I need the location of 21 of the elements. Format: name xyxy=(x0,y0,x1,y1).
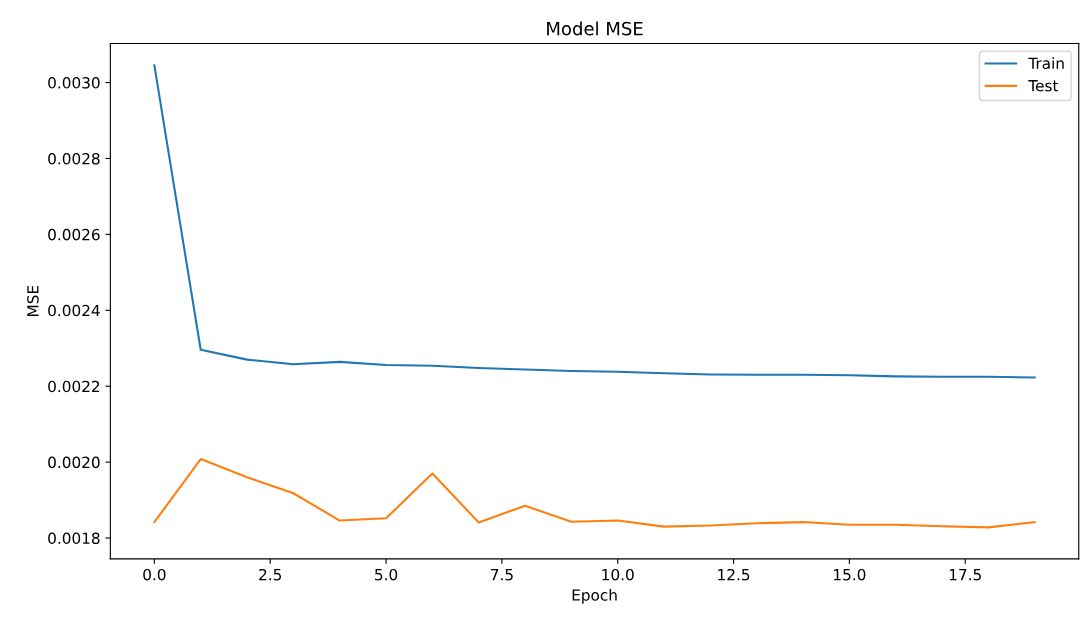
y-tick-label: 0.0020 xyxy=(48,456,100,469)
legend-label: Train xyxy=(1028,57,1064,70)
y-tick-label: 0.0028 xyxy=(48,152,100,165)
legend-label: Test xyxy=(1028,80,1059,92)
line-series xyxy=(153,458,1036,529)
x-tick-label: 15.0 xyxy=(834,568,866,581)
x-tick-label: 17.5 xyxy=(949,569,981,581)
x-tick-label: 2.5 xyxy=(259,568,282,581)
chart-title: Model MSE xyxy=(547,21,643,36)
y-tick-label: 0.0022 xyxy=(48,380,100,393)
y-axis-title: MSE xyxy=(27,285,39,316)
x-tick-label: 7.5 xyxy=(491,569,513,581)
y-tick-label: 0.0026 xyxy=(48,228,100,241)
x-tick-label: 10.0 xyxy=(602,568,634,581)
x-tick-label: 0.0 xyxy=(143,568,166,581)
x-tick-label: 12.5 xyxy=(718,568,750,581)
y-tick-label: 0.0018 xyxy=(48,532,100,545)
y-tick-label: 0.0024 xyxy=(48,304,100,317)
x-tick-label: 5.0 xyxy=(375,568,398,581)
x-axis-title: Epoch xyxy=(572,588,617,604)
y-tick-label: 0.0030 xyxy=(48,77,100,89)
